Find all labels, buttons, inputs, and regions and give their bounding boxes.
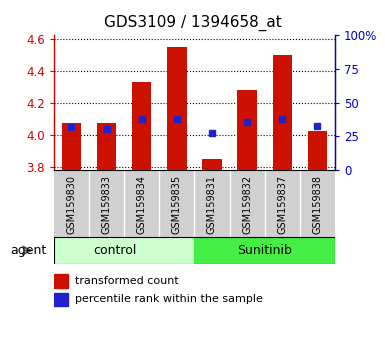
Text: GSM159838: GSM159838 bbox=[312, 175, 322, 234]
Bar bbox=[229, 170, 265, 237]
Bar bbox=[194, 170, 229, 237]
Text: GSM159834: GSM159834 bbox=[137, 175, 147, 234]
Bar bbox=[203, 159, 222, 170]
Text: percentile rank within the sample: percentile rank within the sample bbox=[75, 295, 263, 304]
Text: transformed count: transformed count bbox=[75, 276, 179, 286]
Text: GSM159835: GSM159835 bbox=[172, 175, 182, 234]
Bar bbox=[167, 47, 186, 170]
Bar bbox=[62, 124, 81, 170]
Bar bbox=[97, 124, 116, 170]
Text: control: control bbox=[94, 244, 137, 257]
Bar bbox=[54, 170, 89, 237]
Text: GDS3109 / 1394658_at: GDS3109 / 1394658_at bbox=[104, 15, 281, 31]
Bar bbox=[54, 274, 68, 288]
Bar bbox=[54, 292, 68, 307]
Text: GSM159831: GSM159831 bbox=[207, 175, 217, 234]
Text: agent: agent bbox=[10, 244, 46, 257]
Bar bbox=[132, 82, 151, 170]
Bar bbox=[273, 55, 292, 170]
Text: GSM159830: GSM159830 bbox=[67, 175, 77, 234]
Bar bbox=[159, 170, 194, 237]
Bar bbox=[300, 170, 335, 237]
Text: GSM159837: GSM159837 bbox=[277, 175, 287, 234]
Bar bbox=[89, 170, 124, 237]
Text: GSM159832: GSM159832 bbox=[242, 175, 252, 234]
Text: GSM159833: GSM159833 bbox=[102, 175, 112, 234]
Bar bbox=[194, 237, 335, 264]
Bar bbox=[54, 237, 194, 264]
Bar bbox=[264, 170, 300, 237]
Bar bbox=[308, 131, 327, 170]
Text: Sunitinib: Sunitinib bbox=[237, 244, 292, 257]
Bar bbox=[238, 90, 257, 170]
Bar bbox=[124, 170, 159, 237]
